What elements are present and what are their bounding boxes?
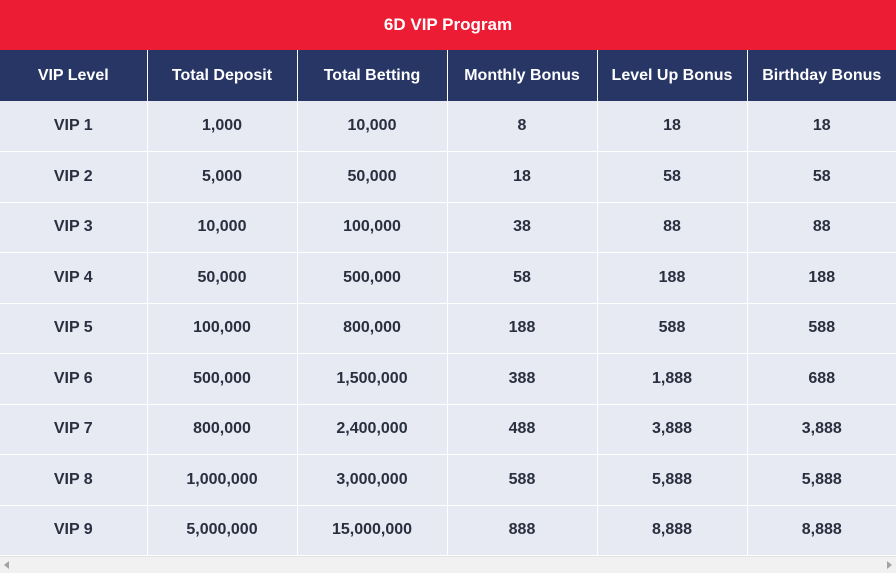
table-cell: 18: [447, 151, 598, 203]
table-cell: 500,000: [147, 353, 298, 405]
table-cell: 588: [597, 303, 748, 354]
column-header-total-deposit: Total Deposit: [147, 50, 298, 101]
table-cell: VIP 5: [0, 303, 148, 354]
table-cell: 1,000,000: [147, 454, 298, 506]
table-header: VIP Level Total Deposit Total Betting Mo…: [0, 50, 896, 101]
table-cell: 15,000,000: [297, 505, 448, 556]
table-cell: 588: [747, 303, 896, 354]
table-row: VIP 3 10,000 100,000 38 88 88: [0, 202, 896, 253]
table-cell: 3,888: [597, 404, 748, 455]
table-cell: VIP 3: [0, 202, 148, 253]
table-cell: 500,000: [297, 252, 448, 304]
table-cell: 488: [447, 404, 598, 455]
table-cell: 588: [447, 454, 598, 506]
table-cell: VIP 8: [0, 454, 148, 506]
table-cell: 10,000: [147, 202, 298, 253]
table-cell: 688: [747, 353, 896, 405]
table-cell: 88: [747, 202, 896, 253]
table-row: VIP 7 800,000 2,400,000 488 3,888 3,888: [0, 404, 896, 455]
table-cell: 1,500,000: [297, 353, 448, 405]
table-cell: 888: [447, 505, 598, 556]
horizontal-scrollbar[interactable]: [0, 556, 896, 573]
table-cell: 50,000: [297, 151, 448, 203]
table-cell: 2,400,000: [297, 404, 448, 455]
table-cell: 3,888: [747, 404, 896, 455]
table-cell: 188: [747, 252, 896, 304]
column-header-birthday-bonus: Birthday Bonus: [747, 50, 896, 101]
table-cell: VIP 1: [0, 101, 148, 152]
table-cell: 8,888: [747, 505, 896, 556]
table-cell: 3,000,000: [297, 454, 448, 506]
table-row: VIP 6 500,000 1,500,000 388 1,888 688: [0, 353, 896, 405]
table-row: VIP 5 100,000 800,000 188 588 588: [0, 303, 896, 354]
chevron-left-icon[interactable]: [4, 561, 9, 569]
table-body: VIP 1 1,000 10,000 8 18 18 VIP 2 5,000 5…: [0, 101, 896, 556]
table-cell: VIP 6: [0, 353, 148, 405]
table-cell: 1,000: [147, 101, 298, 152]
table-cell: 50,000: [147, 252, 298, 304]
table-cell: VIP 7: [0, 404, 148, 455]
table-cell: 388: [447, 353, 598, 405]
table-cell: 5,888: [747, 454, 896, 506]
table-row: VIP 2 5,000 50,000 18 58 58: [0, 151, 896, 203]
column-header-total-betting: Total Betting: [297, 50, 448, 101]
table-cell: 18: [747, 101, 896, 152]
table-cell: 88: [597, 202, 748, 253]
column-header-monthly-bonus: Monthly Bonus: [447, 50, 598, 101]
table-cell: 188: [447, 303, 598, 354]
table-cell: VIP 2: [0, 151, 148, 203]
table-row: VIP 4 50,000 500,000 58 188 188: [0, 252, 896, 304]
scrollbar-thumb[interactable]: [14, 560, 880, 570]
table-cell: 38: [447, 202, 598, 253]
table-row: VIP 1 1,000 10,000 8 18 18: [0, 101, 896, 152]
vip-table: VIP Level Total Deposit Total Betting Mo…: [0, 50, 896, 556]
table-cell: 58: [597, 151, 748, 203]
table-cell: 1,888: [597, 353, 748, 405]
table-cell: 800,000: [147, 404, 298, 455]
table-cell: VIP 9: [0, 505, 148, 556]
table-cell: 10,000: [297, 101, 448, 152]
table-cell: 100,000: [147, 303, 298, 354]
header-row: VIP Level Total Deposit Total Betting Mo…: [0, 50, 896, 101]
column-header-vip-level: VIP Level: [0, 50, 148, 101]
table-row: VIP 9 5,000,000 15,000,000 888 8,888 8,8…: [0, 505, 896, 556]
table-cell: 8,888: [597, 505, 748, 556]
table-cell: 188: [597, 252, 748, 304]
table-row: VIP 8 1,000,000 3,000,000 588 5,888 5,88…: [0, 454, 896, 506]
table-cell: 100,000: [297, 202, 448, 253]
table-cell: 5,888: [597, 454, 748, 506]
table-cell: 5,000,000: [147, 505, 298, 556]
table-cell: 800,000: [297, 303, 448, 354]
table-cell: 5,000: [147, 151, 298, 203]
table-cell: 18: [597, 101, 748, 152]
table-cell: 58: [747, 151, 896, 203]
column-header-level-up-bonus: Level Up Bonus: [597, 50, 748, 101]
chevron-right-icon[interactable]: [887, 561, 892, 569]
table-cell: 58: [447, 252, 598, 304]
table-cell: VIP 4: [0, 252, 148, 304]
table-cell: 8: [447, 101, 598, 152]
page-title: 6D VIP Program: [0, 0, 896, 50]
